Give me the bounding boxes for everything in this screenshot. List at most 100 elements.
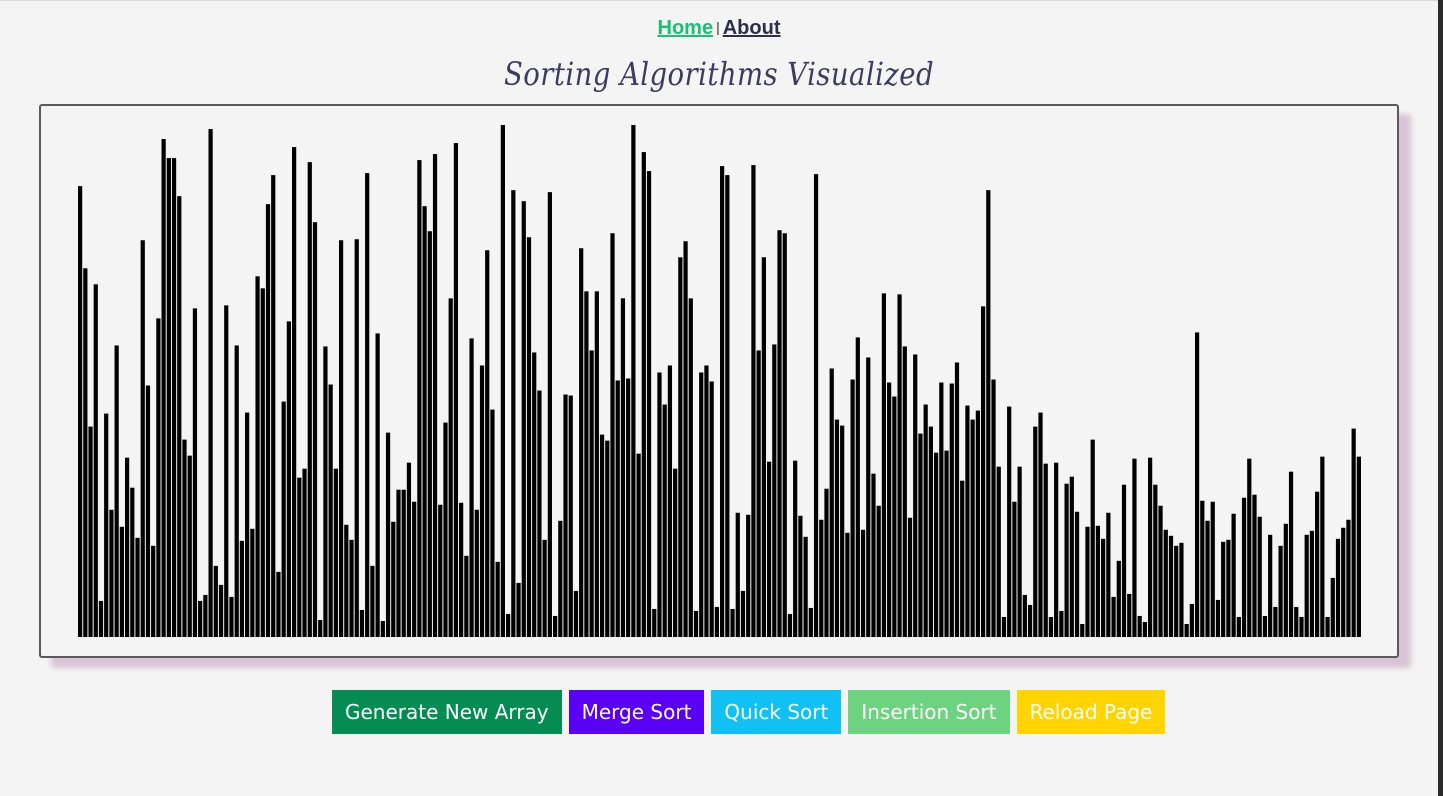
array-bar	[469, 338, 474, 637]
array-bar	[902, 346, 907, 637]
array-bar	[1356, 456, 1361, 637]
array-bar	[213, 565, 218, 637]
array-bar	[1095, 525, 1101, 637]
array-bar	[495, 561, 500, 637]
array-bar	[93, 284, 98, 637]
nav-separator: |	[716, 19, 720, 35]
array-bar	[986, 190, 991, 637]
array-bar	[1153, 484, 1158, 637]
home-link[interactable]: Home	[657, 17, 714, 39]
merge-sort-button[interactable]: Merge Sort	[568, 690, 705, 734]
array-bar	[1288, 471, 1294, 637]
array-bar	[338, 240, 344, 637]
array-bar	[563, 394, 568, 637]
array-bar	[192, 308, 198, 637]
array-bar	[584, 291, 589, 637]
array-bar	[1064, 483, 1069, 637]
array-bar	[130, 487, 135, 637]
array-bar	[1231, 513, 1236, 637]
array-bar	[876, 505, 881, 637]
array-bar	[380, 620, 385, 637]
array-bar	[1189, 603, 1194, 637]
array-bar	[1294, 606, 1299, 637]
reload-page-button[interactable]: Reload Page	[1016, 690, 1166, 734]
array-bar	[1200, 500, 1205, 637]
array-bar	[965, 405, 970, 637]
array-bar	[980, 306, 986, 637]
array-bar	[918, 433, 923, 637]
quick-sort-button[interactable]: Quick Sort	[711, 690, 842, 734]
array-bar	[1142, 621, 1147, 637]
array-bar	[944, 450, 949, 637]
array-bar	[934, 452, 939, 637]
array-bar	[1346, 519, 1351, 637]
array-bar	[1215, 599, 1221, 637]
array-bar	[1309, 530, 1315, 637]
array-bar	[688, 298, 693, 637]
insertion-sort-button[interactable]: Insertion Sort	[848, 690, 1010, 734]
about-link[interactable]: About	[722, 17, 781, 39]
array-bar	[850, 379, 855, 637]
window-edge	[1438, 0, 1443, 796]
array-bar	[641, 152, 646, 637]
array-bar	[224, 305, 229, 637]
array-bar	[1278, 545, 1283, 637]
array-bar	[991, 379, 996, 637]
array-bar	[928, 426, 933, 637]
array-bar	[1299, 616, 1304, 637]
array-bar	[375, 333, 380, 637]
array-bar	[1132, 458, 1137, 637]
array-bar	[1179, 542, 1184, 637]
generate-array-button[interactable]: Generate New Array	[332, 690, 562, 734]
array-bar	[552, 615, 558, 637]
array-bar	[1247, 458, 1252, 637]
array-bar	[260, 288, 265, 637]
array-bar	[772, 344, 777, 637]
array-bar	[526, 237, 532, 637]
bars-canvas	[78, 125, 1361, 637]
array-bar	[793, 460, 798, 637]
array-bar	[1101, 538, 1106, 637]
array-bar	[1325, 616, 1330, 637]
array-bar	[1205, 520, 1210, 637]
array-bar	[855, 337, 860, 637]
array-bar	[1048, 616, 1054, 637]
array-bar	[255, 276, 260, 637]
array-bar	[448, 298, 453, 637]
array-bar	[777, 230, 782, 637]
array-bar	[949, 383, 954, 637]
array-bar	[323, 346, 328, 637]
array-bar	[568, 395, 573, 637]
array-bar	[678, 257, 683, 637]
array-bar	[1262, 615, 1268, 637]
array-bar	[599, 434, 605, 637]
array-bar	[506, 613, 511, 637]
array-bar	[735, 512, 740, 637]
array-bar	[594, 291, 599, 637]
array-bar	[208, 129, 213, 637]
array-bar	[161, 139, 166, 637]
array-bar	[218, 584, 224, 637]
array-bar	[427, 231, 432, 637]
array-bar	[88, 426, 93, 637]
array-bar	[1038, 412, 1043, 637]
array-bar	[1335, 538, 1341, 637]
array-bar	[892, 396, 897, 637]
array-bar	[1059, 610, 1064, 637]
array-bar	[646, 171, 652, 637]
array-bar	[631, 125, 636, 637]
array-bar	[652, 608, 657, 637]
array-bar	[297, 477, 302, 637]
array-bar	[824, 488, 829, 637]
array-bar	[798, 515, 803, 637]
array-bar	[114, 345, 119, 637]
array-bar	[432, 154, 438, 637]
array-bar	[537, 390, 542, 637]
array-bar	[516, 582, 521, 637]
array-bar	[558, 520, 563, 637]
array-bar	[1137, 615, 1142, 637]
array-bar	[1148, 457, 1153, 637]
array-bar	[803, 536, 808, 637]
array-bar	[459, 502, 464, 637]
array-bar	[1127, 593, 1132, 637]
